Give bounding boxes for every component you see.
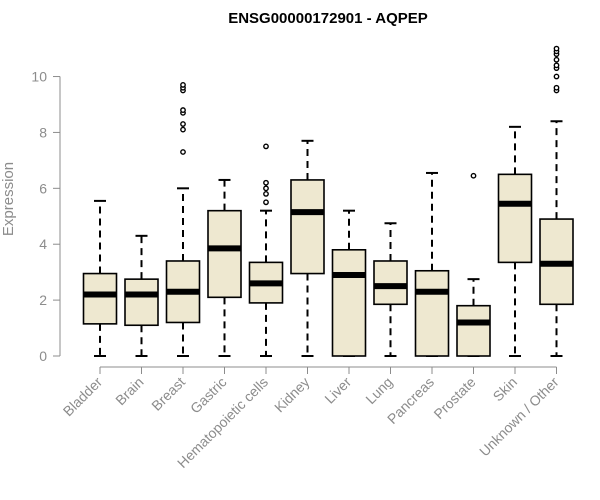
iqr-box bbox=[331, 249, 367, 357]
box-breast bbox=[165, 82, 201, 357]
iqr-box bbox=[456, 304, 491, 357]
iqr-box bbox=[414, 269, 450, 357]
box-skin bbox=[497, 125, 533, 357]
outlier-point bbox=[263, 185, 269, 192]
outlier-point bbox=[263, 143, 269, 150]
y-axis: 0 2 4 6 8 10 bbox=[31, 69, 61, 364]
iqr-box bbox=[124, 278, 159, 327]
outlier-point bbox=[263, 179, 269, 186]
outlier-point bbox=[180, 121, 186, 127]
box-pancreas bbox=[414, 171, 450, 357]
y-tick-label: 8 bbox=[39, 124, 47, 140]
box-kidney bbox=[290, 139, 325, 357]
outlier-point bbox=[470, 172, 477, 179]
y-axis-label: Expression bbox=[0, 162, 17, 236]
box-bladder bbox=[82, 199, 118, 357]
x-tick-label: Liver bbox=[321, 374, 354, 407]
box-hematopoietic-cells bbox=[248, 143, 284, 357]
x-tick-label: Kidney bbox=[271, 374, 313, 416]
outlier-point bbox=[553, 84, 560, 91]
y-tick-label: 10 bbox=[31, 69, 47, 85]
iqr-box bbox=[82, 272, 118, 325]
box-prostate bbox=[456, 172, 491, 357]
x-tick-label: Unknown / Other bbox=[476, 374, 562, 460]
outlier-point bbox=[180, 149, 186, 155]
chart-title: ENSG00000172901 - AQPEP bbox=[228, 10, 428, 27]
x-tick-label: Brain bbox=[112, 374, 146, 408]
iqr-box bbox=[290, 179, 325, 275]
x-tick-label: Skin bbox=[490, 374, 521, 405]
iqr-box bbox=[207, 209, 242, 299]
boxes-group bbox=[82, 45, 574, 357]
box-liver bbox=[331, 209, 367, 357]
iqr-box bbox=[497, 173, 533, 264]
outlier-point bbox=[553, 73, 560, 80]
y-tick-label: 4 bbox=[39, 236, 47, 252]
iqr-box bbox=[373, 260, 408, 306]
outlier-point bbox=[263, 199, 269, 206]
box-brain bbox=[124, 234, 159, 357]
outlier-point bbox=[553, 62, 560, 69]
x-tick-label: Prostate bbox=[430, 374, 478, 422]
y-tick-label: 0 bbox=[39, 348, 47, 364]
y-tick-label: 2 bbox=[39, 292, 47, 308]
x-tick-label: Breast bbox=[148, 374, 188, 414]
outlier-point bbox=[180, 126, 186, 133]
box-gastric bbox=[207, 178, 242, 357]
outlier-point bbox=[553, 45, 560, 52]
outlier-point bbox=[263, 191, 269, 197]
outlier-point bbox=[553, 56, 560, 63]
outlier-point bbox=[180, 107, 186, 113]
x-tick-label: Lung bbox=[362, 374, 395, 407]
y-tick-label: 6 bbox=[39, 180, 47, 196]
box-unknown-other bbox=[539, 45, 574, 357]
x-tick-label: Bladder bbox=[60, 374, 106, 420]
outlier-point bbox=[180, 82, 186, 88]
box-lung bbox=[373, 222, 408, 357]
